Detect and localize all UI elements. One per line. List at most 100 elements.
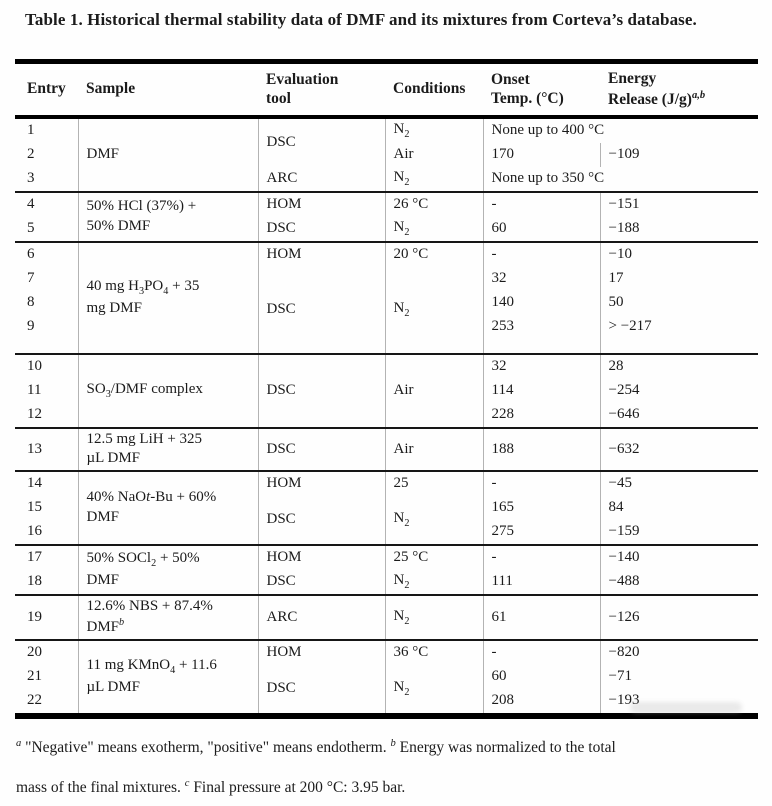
energy-cell: −646 bbox=[599, 402, 758, 428]
energy-cell: −632 bbox=[599, 426, 758, 471]
energy-cell: −159 bbox=[599, 519, 758, 545]
entry-cell: 5 bbox=[27, 220, 35, 237]
conditions-cell: 20 °C bbox=[384, 240, 483, 267]
entry-cell: 8 bbox=[27, 294, 35, 311]
energy-cell: −10 bbox=[599, 240, 758, 267]
onset-cell: 188 bbox=[482, 426, 600, 471]
sample-cell: 40% NaOt-Bu + 60% DMF bbox=[77, 469, 258, 545]
thermal-stability-table: Entry Sample Evaluation tool Conditions … bbox=[15, 59, 758, 719]
energy-cell: −193 bbox=[599, 688, 758, 716]
tool-cell: DSC bbox=[257, 352, 385, 428]
energy-cell: > −217 bbox=[599, 314, 758, 354]
table-title: Table 1. Historical thermal stability da… bbox=[25, 10, 697, 29]
conditions-cell: N2 bbox=[384, 216, 483, 242]
entry-cell: 17 bbox=[15, 543, 78, 570]
conditions-cell: Air bbox=[384, 142, 483, 167]
header-entry: Entry bbox=[15, 61, 78, 119]
table-row: 18 DSC N2 111 −488 bbox=[15, 569, 758, 595]
tool-cell: DSC bbox=[257, 116, 385, 167]
onset-cell: 275 bbox=[482, 519, 600, 545]
table-row: 3 ARC N2 None up to 350 °C bbox=[15, 166, 758, 192]
conditions-cell: 36 °C bbox=[384, 638, 483, 665]
conditions-cell: N2 bbox=[384, 166, 483, 192]
group-socl2-dmf: 17 50% SOCl2 + 50% DMF HOM 25 °C - −140 … bbox=[15, 543, 758, 595]
entry-cell: 16 bbox=[27, 523, 42, 540]
tool-cell: HOM bbox=[257, 240, 385, 267]
group-lih-dmf: 13 12.5 mg LiH + 325 µL DMF DSC Air 188 … bbox=[15, 426, 758, 471]
onset-cell: 228 bbox=[482, 402, 600, 428]
table-row: 1 DMF DSC N2 None up to 400 °C bbox=[15, 116, 758, 192]
table-footnotes: a "Negative" means exotherm, "positive" … bbox=[16, 737, 616, 797]
group-kmno4-dmf: 20 11 mg KMnO4 + 11.6 µL DMF HOM 36 °C -… bbox=[15, 638, 758, 716]
energy-cell: −109 bbox=[599, 142, 758, 167]
table-row: 8 140 50 bbox=[15, 290, 758, 315]
conditions-cell: 25 bbox=[384, 469, 483, 496]
header-sample: Sample bbox=[78, 61, 258, 119]
onset-cell: - bbox=[482, 469, 600, 496]
conditions-cell: N2 bbox=[384, 569, 483, 595]
onset-cell: 32 bbox=[482, 266, 600, 291]
tool-cell: HOM bbox=[257, 638, 385, 665]
energy-cell: −151 bbox=[599, 190, 758, 217]
onset-cell: 111 bbox=[482, 569, 600, 595]
entry-cell: 22 bbox=[27, 692, 42, 709]
onset-cell: 208 bbox=[482, 688, 600, 716]
table-row: 22 208 −193 bbox=[15, 688, 758, 716]
tool-cell: DSC bbox=[257, 664, 385, 716]
table-row: 20 11 mg KMnO4 + 11.6 µL DMF HOM 36 °C -… bbox=[15, 638, 758, 716]
entry-cell: 20 bbox=[15, 638, 78, 665]
tool-cell: ARC bbox=[257, 593, 385, 640]
onset-cell: 140 bbox=[482, 290, 600, 315]
energy-cell: 84 bbox=[599, 495, 758, 520]
entry-cell: 6 bbox=[15, 240, 78, 267]
tool-cell: DSC bbox=[257, 266, 385, 354]
conditions-cell: Air bbox=[384, 352, 483, 428]
sample-cell: DMF bbox=[77, 116, 258, 192]
conditions-cell: 26 °C bbox=[384, 190, 483, 217]
tool-cell: DSC bbox=[257, 216, 385, 242]
sample-cell: SO3/DMF complex bbox=[77, 352, 258, 428]
entry-cell: 4 bbox=[15, 190, 78, 217]
table-row: 13 12.5 mg LiH + 325 µL DMF DSC Air 188 … bbox=[15, 426, 758, 471]
entry-cell: 13 bbox=[15, 426, 78, 471]
table-row: 11 114 −254 bbox=[15, 378, 758, 403]
table-row: 17 50% SOCl2 + 50% DMF HOM 25 °C - −140 bbox=[15, 543, 758, 595]
table-row: 15 DSC N2 165 84 bbox=[15, 495, 758, 545]
header-evaluation-tool: Evaluation tool bbox=[258, 61, 385, 119]
onset-span-cell: None up to 350 °C bbox=[482, 166, 758, 192]
conditions-cell: N2 bbox=[384, 664, 483, 716]
conditions-cell: N2 bbox=[384, 495, 483, 545]
table-row: 7 DSC N2 32 17 bbox=[15, 266, 758, 354]
onset-cell: 114 bbox=[482, 378, 600, 403]
table-row: 9 253 > −217 bbox=[15, 314, 758, 354]
table-row: 16 275 −159 bbox=[15, 519, 758, 545]
tool-cell: HOM bbox=[257, 543, 385, 570]
group-nbs-dmf: 19 12.6% NBS + 87.4% DMFb ARC N2 61 −126 bbox=[15, 593, 758, 640]
onset-cell: - bbox=[482, 240, 600, 267]
entry-cell: 15 bbox=[27, 499, 42, 516]
energy-cell: −188 bbox=[599, 216, 758, 242]
energy-cell: −71 bbox=[599, 664, 758, 689]
onset-cell: - bbox=[482, 190, 600, 217]
tool-cell: DSC bbox=[257, 569, 385, 595]
entry-cell: 12 bbox=[27, 406, 42, 423]
group-so3-dmf: 10 SO3/DMF complex DSC Air 32 28 11 114 … bbox=[15, 352, 758, 428]
conditions-cell: Air bbox=[384, 426, 483, 471]
sample-cell: 50% HCl (37%) + 50% DMF bbox=[77, 190, 258, 242]
conditions-cell: 25 °C bbox=[384, 543, 483, 570]
energy-cell: −820 bbox=[599, 638, 758, 665]
entry-cell: 9 bbox=[27, 318, 35, 335]
table-row: 12 228 −646 bbox=[15, 402, 758, 428]
tool-cell: DSC bbox=[257, 426, 385, 471]
energy-cell: 28 bbox=[599, 352, 758, 379]
table-row: 5 DSC N2 60 −188 bbox=[15, 216, 758, 242]
entry-cell: 14 bbox=[15, 469, 78, 496]
sample-cell: 12.5 mg LiH + 325 µL DMF bbox=[77, 426, 258, 471]
conditions-cell: N2 bbox=[384, 116, 483, 143]
header-row: Entry Sample Evaluation tool Conditions … bbox=[15, 61, 758, 119]
table-row: 10 SO3/DMF complex DSC Air 32 28 bbox=[15, 352, 758, 428]
table-row: 6 40 mg H3PO4 + 35 mg DMF HOM 20 °C - −1… bbox=[15, 240, 758, 354]
table-row: 21 DSC N2 60 −71 bbox=[15, 664, 758, 716]
onset-cell: 61 bbox=[482, 593, 600, 640]
entry-cell: 11 bbox=[27, 382, 42, 399]
